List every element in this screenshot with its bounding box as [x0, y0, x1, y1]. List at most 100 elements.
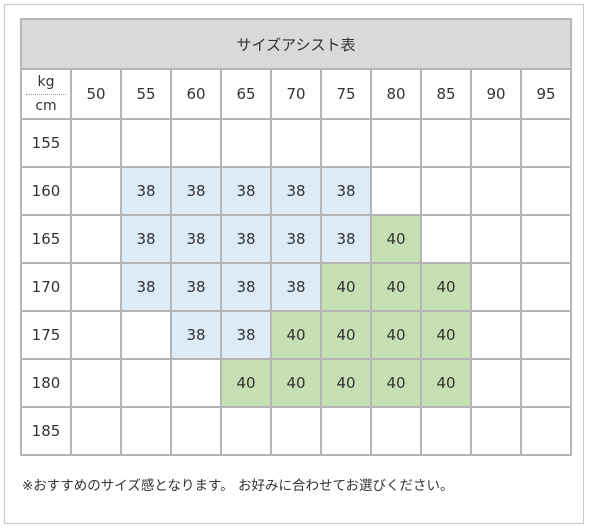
weight-header-cell: 95 [520, 68, 572, 120]
height-header-cell: 165 [20, 214, 72, 264]
table-title: サイズアシスト表 [20, 18, 572, 70]
empty-cell [470, 310, 522, 360]
size-cell-38: 38 [120, 214, 172, 264]
size-cell-40: 40 [370, 262, 422, 312]
empty-cell [270, 406, 322, 456]
size-cell-38: 38 [170, 262, 222, 312]
empty-cell [320, 118, 372, 168]
empty-cell [470, 166, 522, 216]
height-header-cell: 180 [20, 358, 72, 408]
weight-header-cell: 90 [470, 68, 522, 120]
empty-cell [520, 310, 572, 360]
size-cell-40: 40 [320, 358, 372, 408]
size-cell-40: 40 [420, 358, 472, 408]
height-header-cell: 170 [20, 262, 72, 312]
empty-cell [520, 358, 572, 408]
size-cell-38: 38 [220, 214, 272, 264]
size-cell-38: 38 [170, 166, 222, 216]
size-cell-40: 40 [270, 358, 322, 408]
size-cell-40: 40 [220, 358, 272, 408]
weight-header-cell: 60 [170, 68, 222, 120]
size-cell-38: 38 [270, 166, 322, 216]
size-cell-38: 38 [120, 262, 172, 312]
empty-cell [120, 406, 172, 456]
empty-cell [70, 262, 122, 312]
size-cell-38: 38 [320, 214, 372, 264]
weight-header-cell: 70 [270, 68, 322, 120]
empty-cell [420, 214, 472, 264]
size-cell-38: 38 [220, 310, 272, 360]
empty-cell [470, 262, 522, 312]
height-row: 170 38 38 38 38 40 40 40 [20, 262, 572, 312]
height-row: 180 40 40 40 40 40 [20, 358, 572, 408]
weight-header-row: kg cm 50 55 60 65 70 75 80 85 90 95 [20, 68, 572, 120]
empty-cell [270, 118, 322, 168]
size-cell-38: 38 [270, 262, 322, 312]
weight-header-cell: 65 [220, 68, 272, 120]
weight-header-cell: 85 [420, 68, 472, 120]
empty-cell [370, 118, 422, 168]
height-row: 185 [20, 406, 572, 456]
empty-cell [70, 214, 122, 264]
size-cell-40: 40 [270, 310, 322, 360]
empty-cell [70, 166, 122, 216]
axis-corner-cell: kg cm [20, 68, 72, 120]
size-cell-38: 38 [320, 166, 372, 216]
empty-cell [220, 118, 272, 168]
empty-cell [370, 406, 422, 456]
outer-frame [4, 4, 584, 524]
size-cell-38: 38 [270, 214, 322, 264]
height-header-cell: 160 [20, 166, 72, 216]
height-header-cell: 185 [20, 406, 72, 456]
height-header-cell: 175 [20, 310, 72, 360]
table-body: 155 160 38 38 38 38 38 165 38 38 38 38 38 40 170 38 38 38… [20, 118, 572, 456]
empty-cell [520, 262, 572, 312]
empty-cell [70, 310, 122, 360]
weight-header-cell: 50 [70, 68, 122, 120]
empty-cell [520, 406, 572, 456]
empty-cell [470, 358, 522, 408]
height-row: 155 [20, 118, 572, 168]
height-header-cell: 155 [20, 118, 72, 168]
size-cell-40: 40 [370, 310, 422, 360]
corner-divider [26, 94, 66, 95]
empty-cell [120, 310, 172, 360]
empty-cell [70, 118, 122, 168]
weight-unit-label: kg [37, 74, 55, 90]
weight-header-cell: 75 [320, 68, 372, 120]
empty-cell [520, 166, 572, 216]
empty-cell [470, 406, 522, 456]
size-cell-40: 40 [370, 358, 422, 408]
weight-header-cell: 55 [120, 68, 172, 120]
empty-cell [520, 118, 572, 168]
size-cell-40: 40 [370, 214, 422, 264]
footnote: ※おすすめのサイズ感となります。 お好みに合わせてお選びください。 [22, 478, 454, 494]
empty-cell [70, 406, 122, 456]
height-row: 165 38 38 38 38 38 40 [20, 214, 572, 264]
size-cell-38: 38 [220, 262, 272, 312]
size-cell-40: 40 [420, 310, 472, 360]
empty-cell [120, 358, 172, 408]
empty-cell [220, 406, 272, 456]
size-cell-40: 40 [320, 262, 372, 312]
size-assist-table: サイズアシスト表 kg cm 50 55 60 65 70 75 80 85 90 95 155 1… [20, 18, 572, 456]
height-row: 160 38 38 38 38 38 [20, 166, 572, 216]
size-cell-40: 40 [320, 310, 372, 360]
empty-cell [420, 118, 472, 168]
size-cell-38: 38 [120, 166, 172, 216]
height-row: 175 38 38 40 40 40 40 [20, 310, 572, 360]
height-unit-label: cm [35, 98, 57, 114]
size-cell-38: 38 [170, 214, 222, 264]
empty-cell [370, 166, 422, 216]
empty-cell [320, 406, 372, 456]
size-cell-38: 38 [220, 166, 272, 216]
empty-cell [70, 358, 122, 408]
empty-cell [170, 118, 222, 168]
empty-cell [170, 406, 222, 456]
size-cell-38: 38 [170, 310, 222, 360]
empty-cell [170, 358, 222, 408]
empty-cell [120, 118, 172, 168]
empty-cell [470, 118, 522, 168]
empty-cell [420, 166, 472, 216]
weight-header-cell: 80 [370, 68, 422, 120]
